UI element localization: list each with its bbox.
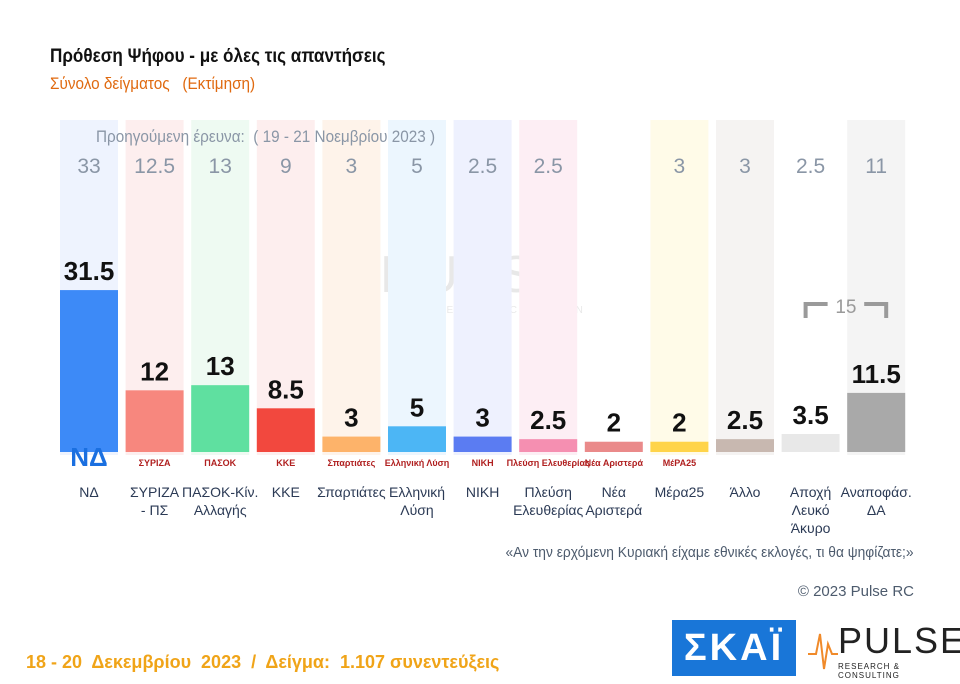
column-stripe bbox=[716, 120, 774, 455]
category-label: Πλεύση bbox=[524, 484, 571, 500]
bar-value-label: 3.5 bbox=[793, 400, 829, 430]
survey-question: «Αν την ερχόμενη Κυριακή είχαμε εθνικές … bbox=[505, 544, 914, 561]
bar-value-label: 5 bbox=[410, 392, 424, 422]
chart-title: Πρόθεση Ψήφου - με όλες τις απαντήσεις bbox=[50, 46, 386, 67]
party-logo-icon: Σπαρτιάτες bbox=[328, 458, 376, 468]
bar bbox=[191, 385, 250, 452]
previous-value-label: 13 bbox=[209, 155, 232, 178]
bar bbox=[584, 441, 643, 452]
category-label: - ΠΣ bbox=[141, 502, 169, 518]
column-stripe bbox=[322, 120, 381, 455]
bar bbox=[716, 439, 774, 452]
bar-value-label: 8.5 bbox=[268, 374, 304, 404]
previous-value-label: 33 bbox=[77, 155, 100, 178]
party-logo-icon: Πλεύση Ελευθερίας bbox=[507, 458, 590, 468]
party-logo-icon: ΠΑΣΟΚ bbox=[204, 458, 236, 468]
category-label: ΔΑ bbox=[867, 502, 886, 518]
party-logo-icon: ΣΥΡΙΖΑ bbox=[139, 458, 171, 468]
category-label: Νέα bbox=[602, 484, 626, 500]
party-logo-icon: ΚΚΕ bbox=[276, 458, 295, 468]
pulse-logo: PULSE RESEARCH & CONSULTING bbox=[808, 620, 960, 680]
previous-value-label: 3 bbox=[674, 155, 686, 178]
copyright: © 2023 Pulse RC bbox=[797, 583, 914, 600]
previous-value-label: 2.5 bbox=[468, 155, 497, 178]
category-label: Ελευθερίας bbox=[513, 502, 583, 518]
category-label: Άλλο bbox=[730, 484, 761, 500]
previous-value-label: 9 bbox=[280, 155, 292, 178]
bar-value-label: 3 bbox=[344, 403, 358, 433]
column-stripe bbox=[584, 120, 643, 455]
previous-survey-caption: Προηγούμενη έρευνα: ( 19 - 21 Νοεμβρίου … bbox=[96, 127, 436, 146]
bar bbox=[388, 426, 446, 452]
category-label: Σπαρτιάτες bbox=[317, 484, 386, 500]
bar bbox=[322, 436, 381, 452]
bar-value-label: 2 bbox=[672, 408, 686, 438]
category-label: ΝΙΚΗ bbox=[466, 484, 499, 500]
category-label: Αποχή bbox=[790, 484, 831, 500]
previous-value-label: 3 bbox=[346, 155, 358, 178]
bar-value-label: 3 bbox=[475, 403, 489, 433]
bar bbox=[519, 439, 578, 452]
party-logo-icon: Νέα Αριστερά bbox=[585, 458, 644, 468]
category-label: Αναποφάσ. bbox=[841, 484, 912, 500]
category-label: Ελληνική bbox=[389, 484, 445, 500]
category-label: Λύση bbox=[400, 502, 433, 518]
category-label: Άκυρο bbox=[791, 520, 831, 536]
column-stripe bbox=[781, 120, 840, 455]
bar bbox=[650, 441, 709, 452]
previous-value-label: 2.5 bbox=[534, 155, 563, 178]
category-label: Λευκό bbox=[792, 502, 830, 518]
category-label: ΣΥΡΙΖΑ bbox=[130, 484, 180, 500]
party-logo-icon: ΜέΡΑ25 bbox=[663, 458, 696, 468]
previous-value-label: 11 bbox=[865, 155, 887, 178]
party-logo-icon: ΝΙΚΗ bbox=[472, 458, 494, 468]
bar-value-label: 11.5 bbox=[852, 359, 901, 389]
column-stripe bbox=[256, 120, 315, 455]
previous-value-label: 2.5 bbox=[796, 155, 825, 178]
bar-value-label: 12 bbox=[140, 356, 169, 386]
bracket-line bbox=[803, 302, 889, 318]
category-label: ΚΚΕ bbox=[272, 484, 300, 500]
category-label: ΠΑΣΟΚ-Κίν. bbox=[182, 484, 258, 500]
bar-value-label: 2.5 bbox=[530, 405, 566, 435]
party-logo-icon: Ελληνική Λύση bbox=[385, 458, 450, 468]
category-label: ΝΔ bbox=[79, 484, 98, 500]
bar bbox=[256, 408, 315, 452]
bar bbox=[125, 390, 184, 452]
bar bbox=[847, 392, 906, 452]
bar bbox=[781, 434, 840, 452]
bar-value-label: 2 bbox=[607, 408, 621, 438]
column-stripe bbox=[650, 120, 709, 455]
bar-value-label: 2.5 bbox=[727, 405, 763, 435]
previous-value-label: 12.5 bbox=[134, 155, 175, 178]
category-label: Αριστερά bbox=[585, 502, 642, 518]
party-logo-icon: ΝΔ bbox=[70, 442, 107, 472]
bracket-total-label: 15 bbox=[835, 297, 856, 318]
pulse-wave-icon bbox=[808, 633, 838, 670]
category-label: Αλλαγής bbox=[194, 502, 247, 518]
bar bbox=[60, 290, 118, 452]
bar-value-label: 31.5 bbox=[64, 256, 115, 286]
column-stripe bbox=[388, 120, 446, 455]
bar-value-label: 13 bbox=[206, 351, 235, 381]
survey-footer: 18 - 20 Δεκεμβρίου 2023 / Δείγμα: 1.107 … bbox=[26, 652, 500, 672]
column-stripe bbox=[519, 120, 578, 455]
category-label: Μέρα25 bbox=[655, 484, 705, 500]
previous-value-label: 5 bbox=[411, 155, 423, 178]
chart-subtitle: Σύνολο δείγματος (Εκτίμηση) bbox=[50, 74, 256, 93]
previous-value-label: 3 bbox=[739, 155, 751, 178]
bar bbox=[453, 436, 512, 452]
column-stripe bbox=[453, 120, 512, 455]
skai-logo: ΣΚΑΪ bbox=[672, 620, 796, 676]
